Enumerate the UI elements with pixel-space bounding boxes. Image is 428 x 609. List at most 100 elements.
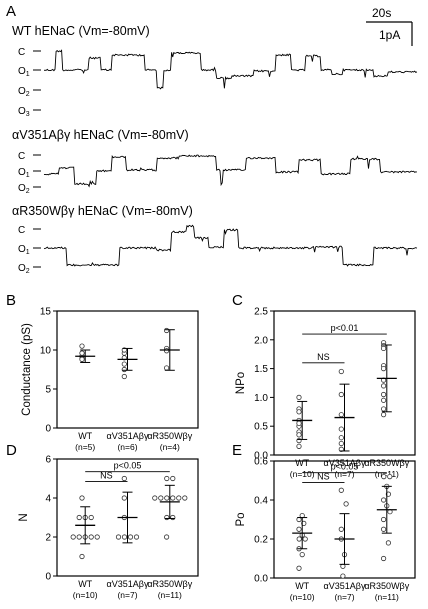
data-point [121,366,127,373]
data-point [170,475,176,482]
y-tick-label: 2.0 [254,335,268,346]
data-point [79,350,85,356]
data-point [380,391,387,398]
data-point [115,534,122,540]
x-category-label: αR350Wβγ [147,431,192,441]
data-point [380,526,387,532]
data-point [380,412,387,418]
x-category-label: WT [295,581,309,591]
y-tick-label: 0.6 [254,457,268,468]
sample-size-label: (n=5) [75,442,95,452]
sample-size-label: (n=11) [375,592,399,602]
y-tick-label: 0.5 [254,422,268,433]
plot-frame [273,310,416,456]
data-point [121,475,127,482]
level-c: C [18,151,25,162]
data-point [121,373,127,380]
data-point [296,565,302,571]
data-point [164,534,170,540]
level-o2: O2 [18,183,30,195]
y-axis-label: Po [235,512,247,526]
data-point [380,406,387,412]
data-point [296,526,302,532]
sample-size-label: (n=6) [117,442,137,452]
comparison-label: p<0.01 [331,323,359,333]
level-o3: O3 [18,106,30,118]
level-o1: O1 [18,167,30,179]
x-category-label: αR350Wβγ [364,458,409,468]
y-tick-label: 0.0 [254,574,268,585]
data-point [296,432,302,438]
y-tick-label: 0.4 [254,496,268,507]
y-tick-label: 0 [45,572,51,583]
data-point [380,516,387,523]
data-point [380,397,387,403]
data-point [121,361,127,367]
level-o2: O2 [18,263,30,275]
level-o2: O2 [18,86,30,98]
y-tick-label: 10 [40,346,52,357]
y-tick-label: 0 [45,424,51,435]
panel-letter: B [6,292,16,309]
data-point [88,514,94,521]
data-point [76,514,82,521]
data-point [79,553,85,560]
trace-wt [43,49,418,90]
data-point [164,327,170,334]
sample-size-label: (n=7) [334,469,354,479]
y-axis-label: NPo [235,372,247,394]
data-point [338,412,344,418]
data-point [387,473,393,480]
sample-size-label: (n=4) [160,442,180,452]
x-category-label: WT [295,458,309,468]
plot-frame [56,310,199,429]
y-tick-label: 15 [40,307,52,318]
data-point [164,495,170,501]
data-point [296,443,302,449]
panel-letter: D [6,442,17,459]
data-point [164,365,170,371]
sample-size-label: (n=10) [73,590,98,600]
y-tick-label: 1.0 [254,393,268,404]
data-point [79,356,85,362]
data-point [127,534,134,540]
data-point [338,440,344,447]
y-tick-label: 0.2 [254,535,268,546]
data-point [338,526,344,532]
data-point [121,495,127,501]
trace-levels-wt: C O1 O2 O3 [18,47,41,118]
panel-letter: C [232,292,243,309]
data-point [338,391,344,398]
scale-bar-current: 1pA [379,28,400,42]
data-point [88,534,94,540]
sample-size-label: (n=7) [334,592,354,602]
comparison-label: NS [317,471,330,481]
data-point [79,343,85,349]
data-point [176,495,182,501]
y-tick-label: 0.0 [254,451,268,462]
level-o1: O1 [18,244,30,256]
data-point [164,348,170,354]
x-category-label: WT [78,431,92,441]
sample-size-label: (n=11) [158,590,182,600]
data-point [380,555,387,562]
x-category-label: αV351Aβγ [324,458,366,468]
data-point [296,420,302,426]
sample-size-label: (n=11) [375,469,399,479]
y-tick-label: 5 [45,385,51,396]
trace-title-av351a: αV351Aβγ hENaC (Vm=-80mV) [12,128,189,142]
sample-size-label: (n=10) [290,592,315,602]
x-category-label: αR350Wβγ [147,579,192,589]
trace-ar350w [43,224,418,267]
panel-c-chart: C0.00.51.01.52.02.5NPoWT(n=10)αV351Aβγ(n… [232,292,416,479]
y-tick-label: 1.5 [254,364,268,375]
data-point [182,495,188,501]
plot-frame [56,458,199,577]
panel-letter: E [232,442,242,459]
x-category-label: αV351Aβγ [324,581,366,591]
panel-d-chart: D 0 2 4 6 N WT(n=10) αV351Aβγ(n=7) αR350Wβγ(n=11… [6,442,199,600]
trace-levels-av351a: C O1 O2 [18,151,41,195]
data-point [121,534,128,540]
data-point [380,383,387,389]
